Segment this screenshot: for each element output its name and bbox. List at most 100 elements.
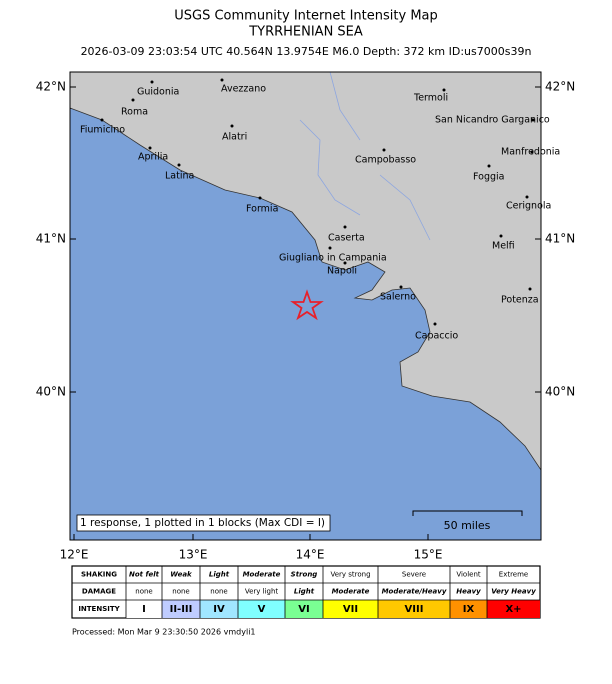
legend-cell: Light: [294, 588, 315, 596]
footer: Processed: Mon Mar 9 23:30:50 2026 vmdyl…: [72, 628, 256, 637]
lat-label: 40°N: [545, 385, 575, 399]
lon-label: 13°E: [179, 548, 208, 562]
city-dot: [382, 148, 386, 152]
city-label: Fiumicino: [80, 125, 125, 136]
legend-cell: Extreme: [499, 571, 528, 579]
city-label: Melfi: [492, 241, 515, 252]
event-info: 2026-03-09 23:03:54 UTC 40.564N 13.9754E…: [81, 45, 532, 58]
city-label: Caserta: [328, 233, 365, 244]
city-label: Aprilia: [138, 152, 168, 163]
city-dot: [343, 261, 347, 265]
lat-label: 42°N: [545, 80, 575, 94]
info-box: [76, 514, 331, 532]
city-label: Cerignola: [506, 201, 551, 212]
city-label: Roma: [121, 107, 148, 118]
lon-label: 12°E: [60, 548, 89, 562]
city-dot: [433, 322, 437, 326]
legend-cell: Light: [209, 571, 230, 579]
legend-cell: Severe: [402, 571, 426, 579]
city-label: Potenza: [501, 295, 539, 306]
city-label: Giugliano in Campania: [279, 253, 387, 264]
legend-cell: Moderate: [332, 588, 370, 596]
legend-cell: VII: [343, 604, 358, 615]
legend-cell: Very strong: [330, 571, 370, 579]
city-dot: [100, 118, 104, 122]
intensity-cell: [200, 600, 238, 618]
legend-cell: none: [172, 588, 189, 596]
legend-cell: IV: [213, 604, 225, 615]
city-dot: [328, 246, 332, 250]
legend-cell: Very light: [245, 588, 279, 596]
lon-label: 15°E: [414, 548, 443, 562]
city-dot: [530, 150, 534, 154]
city-dot: [343, 225, 347, 229]
intensity-cell: [487, 600, 540, 618]
city-dot: [258, 196, 262, 200]
city-label: Capaccio: [415, 331, 458, 342]
title: USGS Community Internet Intensity Map: [174, 9, 438, 24]
city-dot: [487, 164, 491, 168]
city-dot: [499, 234, 503, 238]
city-label: Campobasso: [355, 155, 416, 166]
sea: [69, 107, 542, 541]
city-label: Avezzano: [221, 84, 266, 95]
city-label: Latina: [165, 171, 194, 182]
intensity-cell: [285, 600, 323, 618]
subtitle: TYRRHENIAN SEA: [248, 25, 363, 40]
legend-cell: Heavy: [456, 588, 481, 596]
lat-label: 42°N: [36, 80, 66, 94]
city-dot: [177, 163, 181, 167]
legend-cell: IX: [463, 604, 475, 615]
info-text: 1 response, 1 plotted in 1 blocks (Max C…: [80, 517, 325, 529]
epicenter: [290, 289, 324, 321]
legend-cell: X+: [505, 604, 521, 615]
city-dot: [531, 118, 535, 122]
intensity-cell: [126, 600, 162, 618]
legend-cell: Moderate/Heavy: [382, 588, 447, 596]
city-dot: [220, 78, 224, 82]
intensity-cell: [378, 600, 450, 618]
legend-row-label: SHAKING: [81, 571, 117, 579]
city-dot: [399, 285, 403, 289]
intensity-cell: [238, 600, 285, 618]
city-dot: [442, 88, 446, 92]
scale-label: 50 miles: [444, 519, 491, 532]
city-label: Manfredonia: [501, 147, 560, 158]
legend-cell: none: [135, 588, 152, 596]
city-label: Guidonia: [137, 87, 179, 98]
intensity-cell: [162, 600, 200, 618]
legend-cell: Weak: [170, 571, 193, 579]
scale-bar: [412, 510, 523, 516]
legend-cell: V: [258, 604, 266, 615]
city-dot: [150, 80, 154, 84]
legend-cell: VI: [298, 604, 309, 615]
city-label: Termoli: [413, 93, 448, 104]
legend-cell: Strong: [291, 571, 318, 579]
city-label: Alatri: [222, 132, 247, 143]
city-dot: [131, 98, 135, 102]
city-dot: [230, 124, 234, 128]
lon-label: 14°E: [296, 548, 325, 562]
city-label: Salerno: [380, 292, 416, 303]
legend-cell: Very Heavy: [491, 588, 536, 596]
city-label: Foggia: [473, 172, 504, 183]
city-dot: [525, 195, 529, 199]
city-label: Napoli: [327, 266, 357, 277]
city-label: Formia: [246, 204, 278, 215]
city-dot: [528, 287, 532, 291]
legend-cell: none: [210, 588, 227, 596]
lat-label: 40°N: [36, 385, 66, 399]
legend-cell: Moderate: [243, 571, 281, 579]
intensity-cell: [450, 600, 487, 618]
legend-cell: II-III: [170, 604, 193, 615]
city-dot: [148, 146, 152, 150]
map-frame: [69, 71, 542, 541]
lat-label: 41°N: [545, 232, 575, 246]
legend-row-label: INTENSITY: [78, 605, 120, 613]
intensity-cell: [323, 600, 378, 618]
lat-label: 41°N: [36, 232, 66, 246]
rivers: [299, 71, 431, 241]
legend-cell: VIII: [405, 604, 424, 615]
legend-cell: Not felt: [129, 571, 160, 579]
